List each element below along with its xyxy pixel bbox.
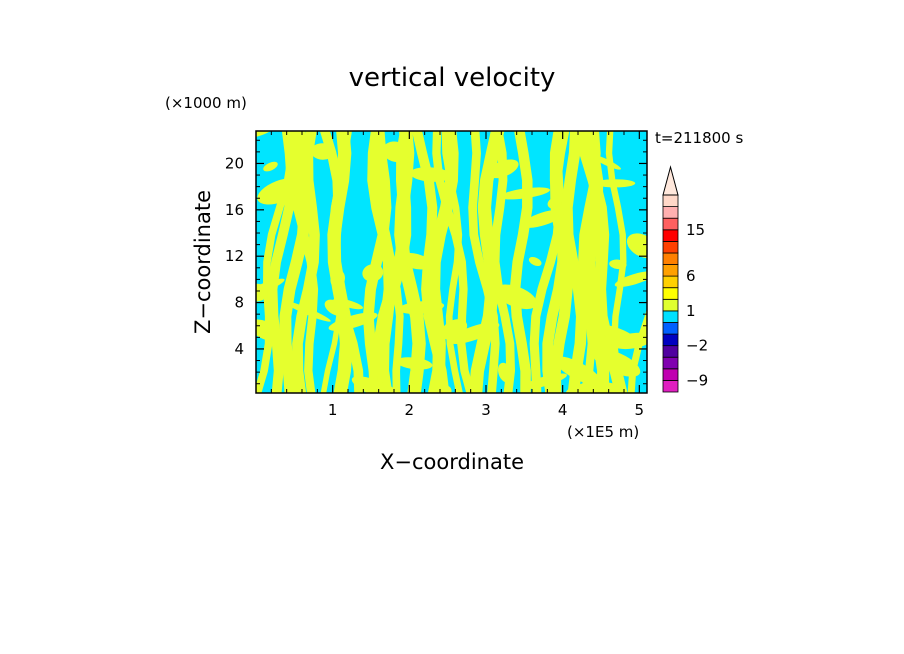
colorbar-label: 6 [686,267,696,285]
colorbar-swatch [662,229,679,242]
field-stripe [372,131,404,393]
colorbar-swatch [662,287,679,300]
field-blob [448,322,500,344]
y-tick-label: 16 [225,201,244,219]
field-blob [498,362,512,383]
colorbar-extension-arrow [662,165,679,196]
field-stripe [319,131,364,393]
field-blob [611,332,647,350]
field-blob [398,301,445,314]
field-blob [310,143,335,160]
y-unit-label: (×1000 m) [165,94,247,112]
field-blob [256,131,273,139]
field-blob [626,233,647,259]
field-blob [396,357,433,370]
field-blob [592,348,641,377]
field-blob [328,312,378,331]
field-blob [522,373,568,390]
field-blob [499,187,550,200]
x-tick-label: 4 [558,401,568,419]
y-axis-label: Z−coordinate [191,190,215,334]
colorbar-swatch [662,345,679,358]
colorbar-label: 15 [686,221,705,239]
y-tick-label: 20 [225,154,244,172]
field-blob [330,269,345,289]
x-tick-label: 3 [481,401,491,419]
field-blob [398,252,432,270]
field-stripe [362,131,392,393]
y-tick-label: 8 [234,294,244,312]
colorbar-swatch [662,275,679,289]
field-blob [528,256,542,267]
colorbar-swatch [662,322,679,335]
field-blob [263,161,278,172]
y-tick-label: 12 [225,247,244,265]
field-blob [614,271,647,287]
field-blob [256,278,285,301]
field-blob [382,141,410,163]
field-stripe [627,308,647,393]
field-blob [495,284,537,310]
colorbar-swatch [662,333,679,347]
field-stripe [561,131,588,393]
field-blob [554,356,601,386]
field-blob [333,298,364,310]
plot-area [256,131,647,393]
field-blob [283,300,331,322]
y-axis: 4 8 12 16 20 [225,139,647,385]
field-blob [594,179,636,188]
time-label: t=211800 s [655,129,743,147]
colorbar-swatch [662,310,679,323]
field-blob [609,259,627,270]
colorbar-swatch [662,379,679,393]
colorbar-swatch [662,217,679,231]
colorbar-label: −2 [686,337,708,355]
colorbar-swatch [662,264,679,277]
x-axis: 1 2 3 4 5 [270,131,645,419]
field-blob [590,154,621,170]
field-blob [547,197,560,209]
plot-frame [255,130,648,394]
x-axis-label: X−coordinate [380,450,524,474]
field-stripe [509,131,533,393]
field-blob [441,319,468,340]
field-blob [522,209,565,228]
field-blob [436,385,452,393]
colorbar-swatch [662,206,679,219]
colorbar-swatch [662,240,679,254]
field-blob [256,319,284,342]
field-stripe [279,131,311,393]
field-blob [351,376,404,393]
colorbar-label: 1 [686,302,696,320]
field-blob [362,264,384,282]
chart-title: vertical velocity [349,63,556,93]
colorbar-swatch [662,194,679,208]
field-blob [565,381,620,393]
velocity-field [256,131,647,393]
field-stripe [289,131,319,393]
field-blob [324,299,346,316]
field-blob [410,167,452,182]
y-tick-label: 4 [234,340,244,358]
colorbar-swatch [662,356,679,370]
field-blob [488,159,519,179]
x-tick-label: 5 [635,401,645,419]
field-stripe [441,131,463,393]
colorbar-swatch [662,252,679,265]
colorbar-swatch [662,368,679,381]
colorbar: −9 −2 1 6 15 [662,165,708,393]
colorbar-label: −9 [686,371,708,389]
x-tick-label: 2 [405,401,415,419]
x-unit-label: (×1E5 m) [567,423,639,441]
x-tick-label: 1 [328,401,338,419]
field-blob [257,178,303,205]
colorbar-swatch [662,298,679,312]
field-stripe [468,131,500,393]
field-stripe [549,131,573,393]
